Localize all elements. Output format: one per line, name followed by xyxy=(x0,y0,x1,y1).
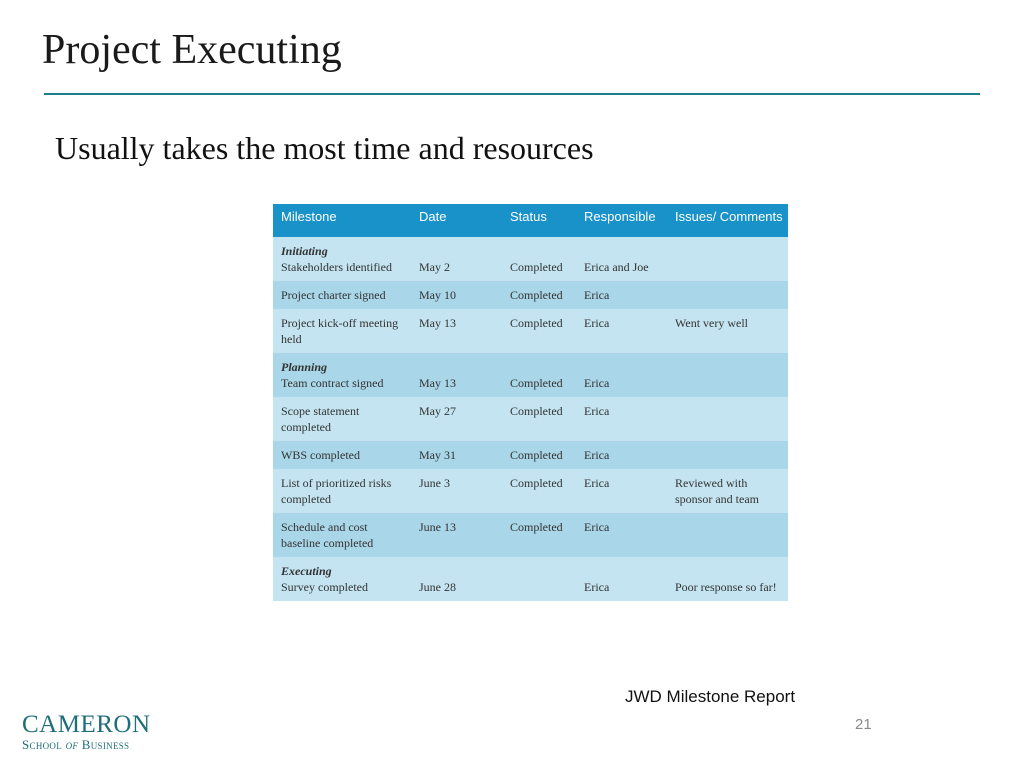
milestone-report-table-container: Milestone Date Status Responsible Issues… xyxy=(273,204,788,601)
phase-label: Executing xyxy=(281,564,332,578)
logo-word-school: School xyxy=(22,737,63,752)
status-cell: Completed xyxy=(502,469,576,513)
logo-word-of: of xyxy=(65,737,79,752)
table-row: Schedule and cost baseline completed Jun… xyxy=(273,513,788,557)
table-row: Project kick-off meeting held May 13 Com… xyxy=(273,309,788,353)
date-cell: May 13 xyxy=(411,353,502,397)
header-status: Status xyxy=(502,204,576,237)
status-cell: Completed xyxy=(502,309,576,353)
comments-text: Poor response so far! xyxy=(675,580,777,594)
logo-subtitle: School of Business xyxy=(22,738,151,752)
responsible-text: Erica xyxy=(584,376,610,390)
milestone-cell: WBS completed xyxy=(273,441,411,469)
milestone-text: Survey completed xyxy=(281,580,368,594)
header-issues-comments: Issues/ Comments xyxy=(667,204,788,237)
comments-cell xyxy=(667,353,788,397)
table-row: Planning Team contract signed May 13 Comp… xyxy=(273,353,788,397)
status-cell: Completed xyxy=(502,237,576,281)
status-cell xyxy=(502,557,576,601)
cameron-school-of-business-logo: CAMERON School of Business xyxy=(22,712,151,752)
comments-cell xyxy=(667,513,788,557)
status-cell: Completed xyxy=(502,513,576,557)
status-text: Completed xyxy=(510,260,563,274)
phase-label: Planning xyxy=(281,360,328,374)
date-cell: June 28 xyxy=(411,557,502,601)
milestone-cell: Executing Survey completed xyxy=(273,557,411,601)
milestone-cell: Project kick-off meeting held xyxy=(273,309,411,353)
responsible-cell: Erica xyxy=(576,309,667,353)
logo-name: CAMERON xyxy=(22,711,151,738)
responsible-cell: Erica xyxy=(576,397,667,441)
responsible-cell: Erica and Joe xyxy=(576,237,667,281)
table-row: Project charter signed May 10 Completed … xyxy=(273,281,788,309)
status-cell: Completed xyxy=(502,353,576,397)
title-divider xyxy=(44,93,980,95)
page-number: 21 xyxy=(855,716,872,733)
milestone-cell: List of prioritized risks completed xyxy=(273,469,411,513)
responsible-cell: Erica xyxy=(576,513,667,557)
date-text: June 28 xyxy=(419,580,456,594)
date-text: May 2 xyxy=(419,260,450,274)
phase-label: Initiating xyxy=(281,244,328,258)
responsible-cell: Erica xyxy=(576,281,667,309)
milestone-cell: Planning Team contract signed xyxy=(273,353,411,397)
milestone-report-table: Milestone Date Status Responsible Issues… xyxy=(273,204,788,601)
responsible-cell: Erica xyxy=(576,441,667,469)
responsible-text: Erica and Joe xyxy=(584,260,649,274)
table-row: WBS completed May 31 Completed Erica xyxy=(273,441,788,469)
logo-word-business: Business xyxy=(81,737,130,752)
table-row: List of prioritized risks completed June… xyxy=(273,469,788,513)
date-cell: June 13 xyxy=(411,513,502,557)
table-row: Executing Survey completed June 28 Erica … xyxy=(273,557,788,601)
milestone-cell: Project charter signed xyxy=(273,281,411,309)
date-cell: June 3 xyxy=(411,469,502,513)
milestone-cell: Scope statement completed xyxy=(273,397,411,441)
milestone-cell: Initiating Stakeholders identified xyxy=(273,237,411,281)
comments-cell: Went very well xyxy=(667,309,788,353)
date-text: May 13 xyxy=(419,376,456,390)
milestone-text: Stakeholders identified xyxy=(281,260,392,274)
milestone-cell: Schedule and cost baseline completed xyxy=(273,513,411,557)
milestone-text: Team contract signed xyxy=(281,376,384,390)
date-cell: May 10 xyxy=(411,281,502,309)
slide-subtitle: Usually takes the most time and resource… xyxy=(55,130,594,166)
comments-cell xyxy=(667,281,788,309)
status-cell: Completed xyxy=(502,281,576,309)
header-date: Date xyxy=(411,204,502,237)
table-caption: JWD Milestone Report xyxy=(625,687,796,706)
date-cell: May 2 xyxy=(411,237,502,281)
comments-cell: Reviewed with sponsor and team xyxy=(667,469,788,513)
comments-cell xyxy=(667,397,788,441)
header-milestone: Milestone xyxy=(273,204,411,237)
table-row: Initiating Stakeholders identified May 2 … xyxy=(273,237,788,281)
date-cell: May 31 xyxy=(411,441,502,469)
comments-cell xyxy=(667,441,788,469)
table-header-row: Milestone Date Status Responsible Issues… xyxy=(273,204,788,237)
comments-cell: Poor response so far! xyxy=(667,557,788,601)
header-responsible: Responsible xyxy=(576,204,667,237)
date-cell: May 27 xyxy=(411,397,502,441)
status-cell: Completed xyxy=(502,397,576,441)
date-cell: May 13 xyxy=(411,309,502,353)
responsible-cell: Erica xyxy=(576,353,667,397)
comments-cell xyxy=(667,237,788,281)
responsible-cell: Erica xyxy=(576,469,667,513)
status-text: Completed xyxy=(510,376,563,390)
responsible-cell: Erica xyxy=(576,557,667,601)
table-row: Scope statement completed May 27 Complet… xyxy=(273,397,788,441)
responsible-text: Erica xyxy=(584,580,610,594)
slide-title: Project Executing xyxy=(42,27,342,73)
status-cell: Completed xyxy=(502,441,576,469)
